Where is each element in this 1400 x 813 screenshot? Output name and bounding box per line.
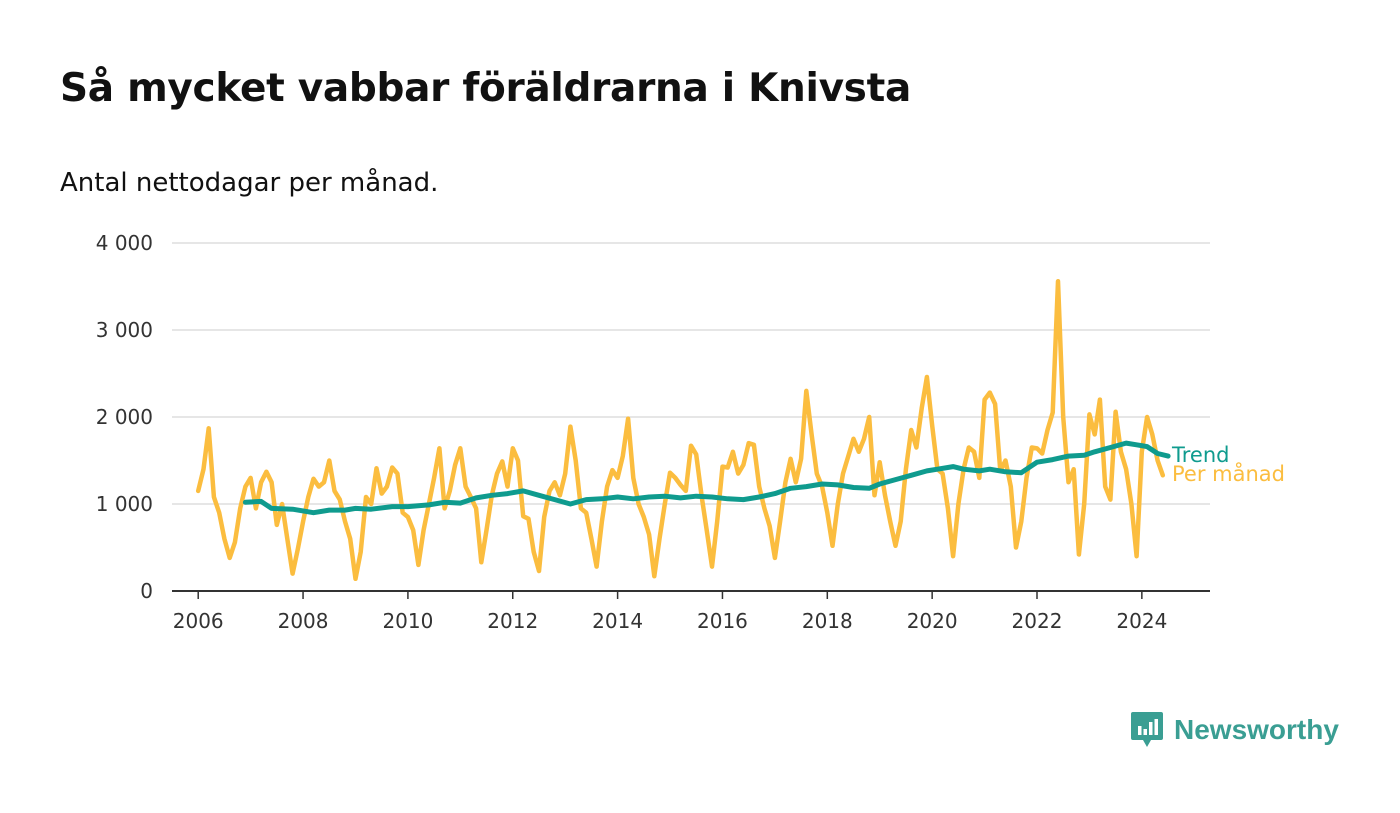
y-tick-label: 2 000: [96, 405, 153, 429]
series-label-per-manad: Per månad: [1172, 461, 1285, 486]
y-axis-ticks: 0 1 000 2 000 3 000 4 000: [96, 231, 153, 603]
newsworthy-brand: Newsworthy: [1130, 710, 1339, 750]
chart-subtitle: Antal nettodagar per månad.: [60, 168, 439, 198]
brand-name: Newsworthy: [1174, 714, 1339, 745]
x-tick-label: 2018: [802, 609, 853, 633]
grid-lines: [172, 242, 1210, 592]
series-line-trend: [242, 440, 1171, 516]
y-tick-label: 4 000: [96, 231, 153, 255]
x-tick-label: 2006: [173, 609, 224, 633]
y-tick-label: 0: [140, 579, 153, 603]
series-lines: [195, 279, 1171, 582]
x-tick-label: 2010: [382, 609, 433, 633]
bar-chart-badge-icon: [1131, 712, 1163, 747]
x-tick-label: 2020: [907, 609, 958, 633]
series-line-per-m-nad: [195, 279, 1166, 582]
x-tick-label: 2024: [1116, 609, 1167, 633]
x-axis-ticks: 2006 2008 2010 2012 2014 2016 2018 2020 2022 2024: [173, 591, 1167, 633]
x-tick-label: 2012: [487, 609, 538, 633]
x-tick-label: 2014: [592, 609, 643, 633]
x-tick-label: 2008: [278, 609, 329, 633]
y-tick-label: 1 000: [96, 492, 153, 516]
chart-title: Så mycket vabbar föräldrarna i Knivsta: [60, 66, 911, 111]
series-label-trend: Trend: [1171, 443, 1229, 467]
x-tick-label: 2022: [1012, 609, 1063, 633]
y-tick-label: 3 000: [96, 318, 153, 342]
x-tick-label: 2016: [697, 609, 748, 633]
